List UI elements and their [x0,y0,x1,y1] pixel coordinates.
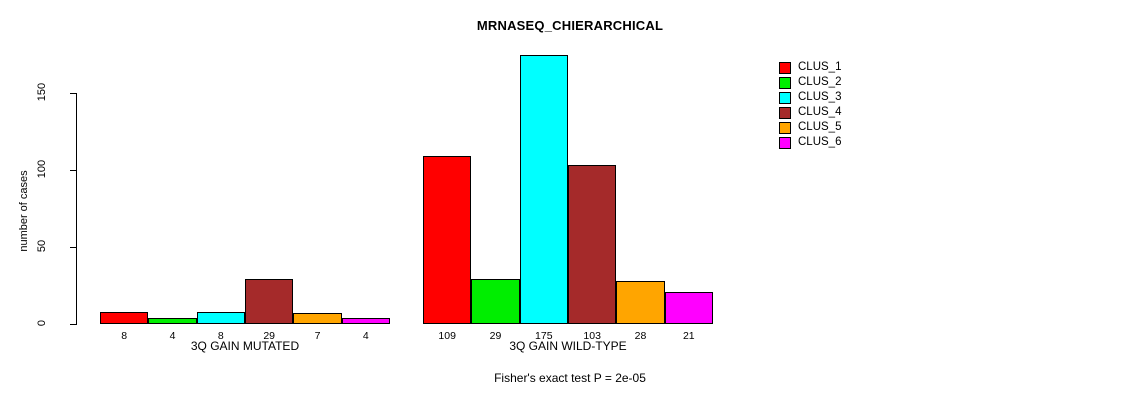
legend-item: CLUS_6 [779,135,841,150]
bar-count-label: 8 [121,330,128,342]
bar-count-label: 29 [489,330,502,342]
y-axis-title: number of cases [18,170,30,252]
legend-swatch-icon [779,121,791,134]
y-axis-tick [70,170,76,171]
legend-swatch-icon [779,136,791,149]
bar-count-label: 4 [362,330,369,342]
y-axis-tick-label: 0 [36,319,48,327]
bar [196,311,245,324]
chart-title-text: MRNASEQ_CHIERARCHICAL [476,18,664,33]
bar [423,156,472,324]
legend-item: CLUS_4 [779,105,841,120]
bar-count-label: 109 [438,330,456,342]
bar [568,165,617,324]
legend-item-label: CLUS_5 [798,120,842,133]
bar-count-label: 21 [682,330,695,342]
bar-count-label: 7 [314,330,321,342]
bar [664,291,713,324]
legend-item: CLUS_5 [779,120,841,135]
fisher-test-annotation: Fisher's exact test P = 2e-05 [494,371,646,385]
legend-swatch-icon [779,61,791,74]
y-axis-tick-label: 50 [36,239,48,253]
legend-item-label: CLUS_3 [798,90,842,103]
group-label: 3Q GAIN MUTATED [190,339,300,353]
y-axis-line [76,93,77,325]
bar-count-label: 8 [217,330,224,342]
bar [100,311,149,324]
y-axis-tick-label: 150 [36,82,48,102]
legend: CLUS_1 CLUS_2 CLUS_3 CLUS_4 CLUS_5 CLUS_6 [779,60,841,150]
bar [471,279,520,324]
bar-count-label: 103 [583,330,601,342]
bar [341,317,390,324]
legend-swatch-icon [779,106,791,119]
legend-item: CLUS_1 [779,60,841,75]
y-axis-tick [70,93,76,94]
legend-swatch-icon [779,91,791,104]
legend-item-label: CLUS_1 [798,60,842,73]
legend-item: CLUS_2 [779,75,841,90]
bar [519,54,568,324]
bar [293,313,342,324]
bar-count-label: 4 [169,330,176,342]
y-axis-tick [70,324,76,325]
group-label: 3Q GAIN WILD-TYPE [509,339,627,353]
legend-swatch-icon [779,76,791,89]
bar [616,280,665,324]
bar-count-label: 28 [634,330,647,342]
legend-item-label: CLUS_6 [798,135,842,148]
bar [148,317,197,324]
legend-item: CLUS_3 [779,90,841,105]
legend-item-label: CLUS_2 [798,75,842,88]
chart-title: MRNASEQ_CHIERARCHICAL [0,18,1140,33]
bar-count-label: 29 [263,330,275,342]
bar [245,279,294,324]
bar-count-label: 175 [535,330,553,342]
y-axis-tick-label: 100 [36,159,48,179]
y-axis-tick [70,247,76,248]
legend-item-label: CLUS_4 [798,105,842,118]
